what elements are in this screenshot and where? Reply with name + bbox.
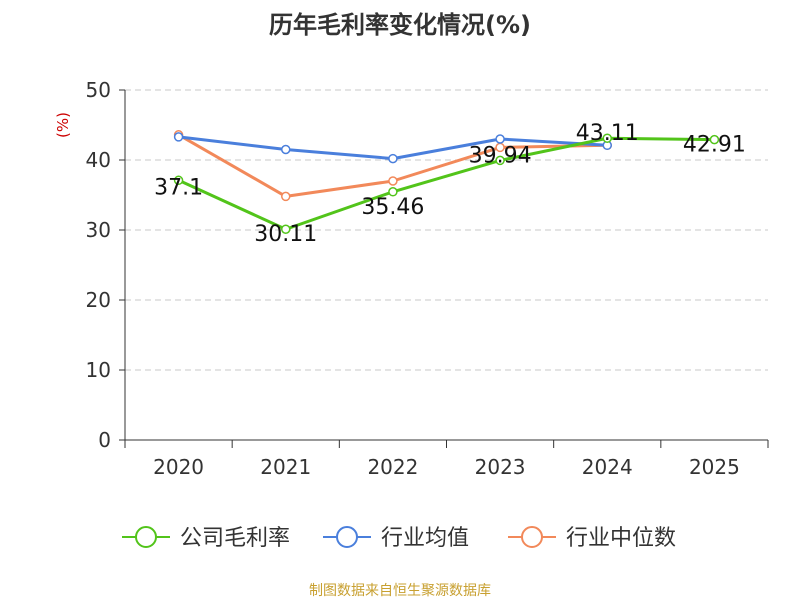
y-tick-label: 10 [86, 358, 111, 382]
legend-label: 行业中位数 [566, 526, 676, 551]
data-point [495, 134, 505, 144]
legend-marker [521, 526, 543, 548]
legend-marker [336, 526, 358, 548]
data-point [173, 175, 184, 186]
data-point [281, 191, 291, 202]
data-label: 43.11 [576, 121, 639, 146]
data-label: 42.91 [683, 133, 746, 158]
x-tick-label: 2023 [475, 455, 526, 479]
legend-item[interactable]: 行业均值 [323, 526, 469, 551]
legend[interactable]: 公司毛利率 行业均值 行业中位数 [122, 526, 676, 551]
y-tick-label: 50 [86, 78, 111, 102]
grid-lines [125, 89, 768, 371]
data-label: 30.11 [254, 222, 317, 247]
y-tick-label: 40 [86, 148, 111, 172]
legend-item[interactable]: 行业中位数 [508, 526, 676, 551]
data-label: 35.46 [361, 195, 424, 220]
chart-title: 历年毛利率变化情况(%) [269, 11, 531, 39]
y-axis-unit-label: (%) [54, 112, 72, 138]
axes: 0 10 20 30 40 50 2020 2021 2022 2023 2024 2025 [86, 78, 769, 479]
legend-item[interactable]: 公司毛利率 [122, 526, 290, 551]
y-tick-label: 30 [86, 218, 111, 242]
x-tick-label: 2020 [153, 455, 204, 479]
source-note: 制图数据来自恒生聚源数据库 [309, 583, 491, 599]
legend-label: 行业均值 [381, 526, 469, 551]
data-point [388, 187, 398, 197]
data-point [173, 132, 184, 142]
y-tick-label: 0 [98, 428, 111, 452]
data-point [281, 144, 291, 155]
data-point [388, 176, 398, 186]
series-lines [173, 130, 720, 234]
series-line [177, 136, 715, 231]
data-label: 37.1 [154, 175, 203, 200]
data-labels: 37.1 30.11 35.46 39.94 43.11 42.91 [154, 121, 746, 247]
data-point [388, 153, 398, 164]
x-tick-label: 2025 [689, 455, 740, 479]
data-point [281, 224, 291, 234]
data-point [495, 155, 505, 166]
x-tick-label: 2024 [582, 455, 633, 479]
legend-marker [135, 526, 157, 548]
x-tick-label: 2022 [367, 455, 418, 479]
data-point [602, 133, 612, 143]
data-label: 39.94 [469, 143, 532, 168]
data-point [709, 134, 720, 145]
x-tick-label: 2021 [260, 455, 311, 479]
legend-label: 公司毛利率 [180, 526, 290, 551]
y-tick-label: 20 [86, 288, 111, 312]
